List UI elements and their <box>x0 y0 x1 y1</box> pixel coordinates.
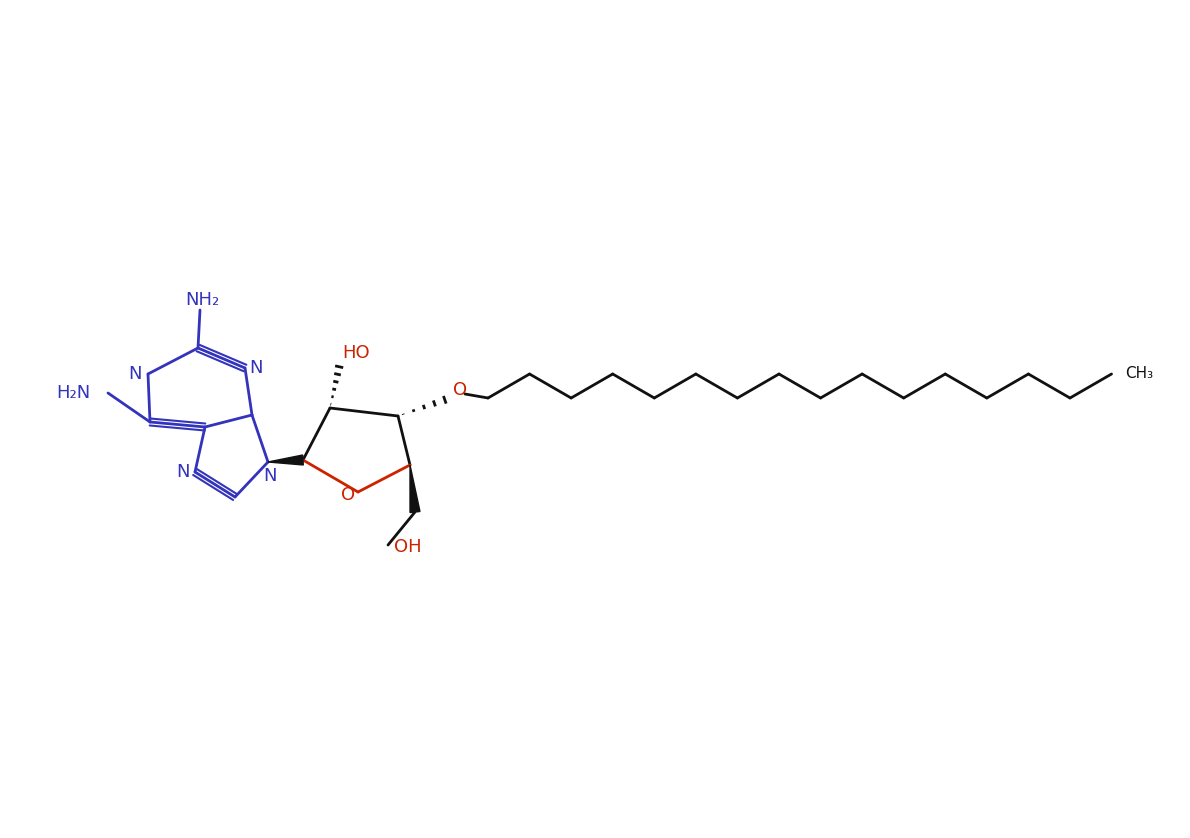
Text: HO: HO <box>342 344 370 362</box>
Text: N: N <box>263 467 277 485</box>
Text: H₂N: H₂N <box>56 384 90 402</box>
Polygon shape <box>411 465 420 513</box>
Text: OH: OH <box>394 538 421 556</box>
Text: O: O <box>342 486 355 504</box>
Text: N: N <box>176 463 190 481</box>
Polygon shape <box>268 455 303 465</box>
Text: O: O <box>453 381 466 399</box>
Text: NH₂: NH₂ <box>184 291 219 309</box>
Text: N: N <box>129 365 142 383</box>
Text: N: N <box>249 359 263 377</box>
Text: CH₃: CH₃ <box>1126 366 1153 381</box>
